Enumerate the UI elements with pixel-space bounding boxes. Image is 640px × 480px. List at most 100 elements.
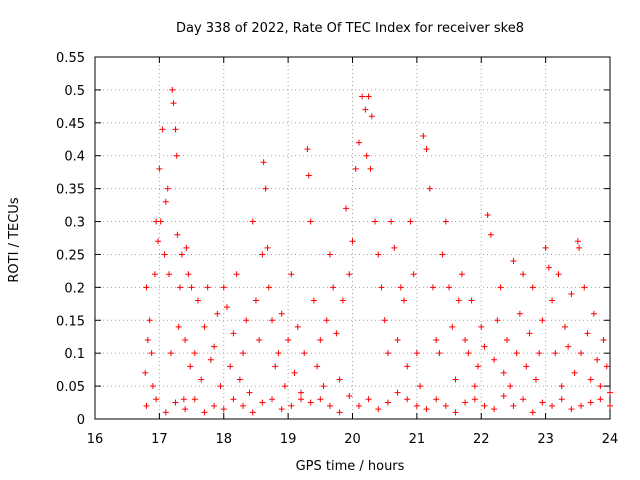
data-point: [368, 113, 375, 120]
data-point: [375, 251, 382, 258]
data-point: [262, 185, 269, 192]
data-point: [433, 337, 440, 344]
data-point: [558, 396, 565, 403]
data-point: [230, 330, 237, 337]
data-point: [475, 363, 482, 370]
data-point: [294, 323, 301, 330]
data-point: [384, 350, 391, 357]
data-point: [187, 363, 194, 370]
y-tick-label: 0.1: [64, 347, 85, 362]
data-point: [355, 402, 362, 409]
data-point: [442, 218, 449, 225]
data-point: [452, 376, 459, 383]
y-tick-label: 0.55: [56, 51, 85, 66]
data-point: [539, 399, 546, 406]
data-point: [240, 402, 247, 409]
data-point: [552, 350, 559, 357]
data-point: [233, 271, 240, 278]
data-point: [144, 337, 151, 344]
data-point: [391, 244, 398, 251]
data-point: [249, 409, 256, 416]
data-point: [220, 406, 227, 413]
data-point: [260, 159, 267, 166]
y-axis-label: ROTI / TECUs: [7, 197, 22, 282]
data-point: [462, 337, 469, 344]
data-point: [578, 402, 585, 409]
x-tick-label: 21: [409, 432, 426, 447]
data-point: [404, 396, 411, 403]
data-point: [536, 350, 543, 357]
data-point: [410, 271, 417, 278]
data-point: [526, 330, 533, 337]
data-point: [581, 284, 588, 291]
data-point: [510, 258, 517, 265]
data-point: [201, 323, 208, 330]
data-point: [423, 406, 430, 413]
x-tick-label: 17: [151, 432, 168, 447]
data-point: [507, 383, 514, 390]
data-point: [574, 238, 581, 245]
data-point: [388, 218, 395, 225]
data-point: [143, 284, 150, 291]
data-point: [256, 337, 263, 344]
data-point: [317, 396, 324, 403]
data-point: [520, 396, 527, 403]
data-point: [349, 238, 356, 245]
data-point: [558, 383, 565, 390]
data-point: [167, 350, 174, 357]
x-tick-label: 23: [537, 432, 554, 447]
data-point: [378, 284, 385, 291]
data-point: [148, 350, 155, 357]
data-point: [600, 337, 607, 344]
data-point: [288, 402, 295, 409]
data-point: [151, 271, 158, 278]
data-point: [494, 317, 501, 324]
data-point: [594, 356, 601, 363]
data-point: [442, 402, 449, 409]
data-point: [211, 402, 218, 409]
data-point: [343, 205, 350, 212]
data-point: [346, 271, 353, 278]
data-point: [223, 304, 230, 311]
data-point: [384, 399, 391, 406]
x-tick-label: 16: [87, 432, 104, 447]
y-tick-label: 0.35: [56, 183, 85, 198]
grid: [95, 57, 610, 419]
data-point: [587, 399, 594, 406]
data-point: [246, 389, 253, 396]
data-point: [455, 297, 462, 304]
data-point: [607, 389, 613, 396]
data-point: [513, 350, 520, 357]
data-point: [433, 396, 440, 403]
data-point: [355, 139, 362, 146]
data-point: [191, 350, 198, 357]
data-point: [265, 284, 272, 291]
data-point: [561, 323, 568, 330]
data-point: [191, 396, 198, 403]
data-point: [166, 271, 173, 278]
data-point: [157, 218, 164, 225]
y-tick-label: 0.2: [64, 281, 85, 296]
data-point: [269, 396, 276, 403]
data-point: [240, 350, 247, 357]
data-point: [468, 297, 475, 304]
data-point: [230, 396, 237, 403]
data-point: [174, 231, 181, 238]
data-point: [175, 323, 182, 330]
x-axis-label: GPS time / hours: [296, 459, 405, 474]
data-point: [545, 264, 552, 271]
data-point: [584, 330, 591, 337]
data-point: [326, 402, 333, 409]
data-point: [520, 271, 527, 278]
data-point: [259, 251, 266, 258]
data-point: [429, 284, 436, 291]
data-point: [278, 406, 285, 413]
data-point: [504, 337, 510, 344]
data-point: [301, 350, 308, 357]
data-point: [243, 317, 250, 324]
y-tick-label: 0.5: [64, 84, 85, 99]
data-point: [484, 211, 491, 218]
data-point: [159, 126, 166, 133]
data-point: [417, 383, 424, 390]
